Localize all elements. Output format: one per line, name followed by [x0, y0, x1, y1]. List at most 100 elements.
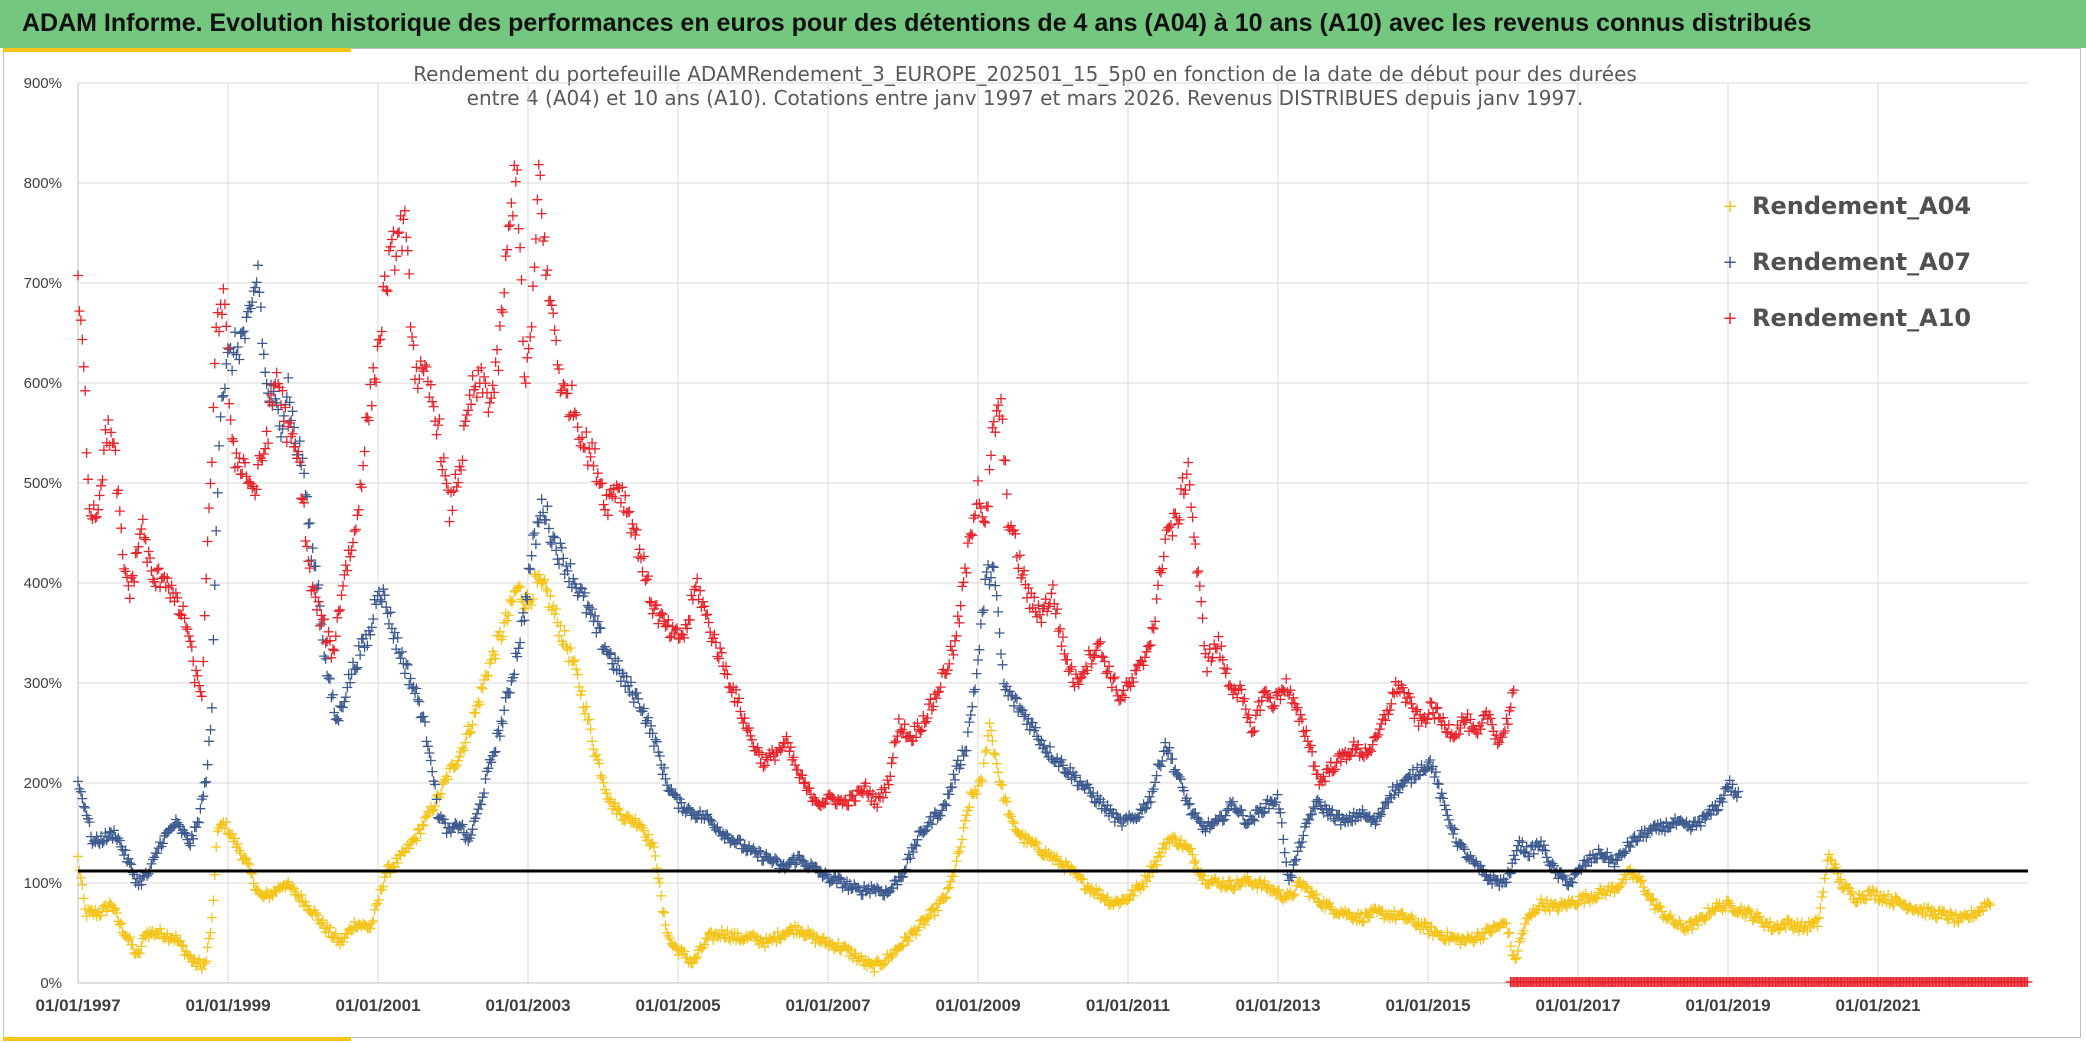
point-a10 [889, 737, 900, 748]
point-a04 [1259, 876, 1270, 887]
point-a04 [1983, 898, 1994, 909]
point-a10 [961, 567, 972, 578]
point-a10 [965, 528, 976, 539]
point-a07 [1428, 761, 1438, 772]
point-a04 [679, 946, 690, 957]
point-a10 [1465, 714, 1476, 725]
point-a04 [1550, 898, 1561, 909]
point-a10 [145, 553, 155, 564]
point-a07 [1422, 762, 1433, 773]
point-a10 [1373, 729, 1384, 740]
point-a04 [1006, 811, 1017, 822]
legend-item-a04[interactable]: + Rendement_A04 [1720, 178, 1971, 234]
y-tick-label: 800% [24, 175, 62, 192]
point-a04 [585, 724, 596, 735]
point-a10 [1432, 702, 1443, 713]
point-a07 [1249, 815, 1260, 826]
point-a07 [631, 688, 642, 698]
point-a10 [1426, 698, 1437, 708]
point-a10 [444, 516, 455, 527]
point-a10 [951, 630, 962, 641]
point-a10 [458, 420, 469, 431]
point-a10 [1104, 661, 1114, 672]
point-a10 [520, 378, 531, 389]
point-a07 [405, 673, 416, 684]
point-a07 [467, 824, 478, 835]
point-a10 [988, 416, 999, 427]
x-tick-label: 01/01/1997 [35, 996, 120, 1015]
point-a04 [1814, 912, 1824, 923]
point-a07 [457, 819, 468, 830]
point-a10 [244, 476, 255, 487]
point-a04 [349, 916, 360, 927]
point-a10 [137, 514, 148, 525]
point-a07 [705, 814, 716, 825]
point-a07 [284, 397, 295, 408]
point-a10 [500, 251, 511, 262]
point-a07 [1538, 840, 1549, 851]
point-a04 [1621, 874, 1631, 885]
point-a04 [958, 822, 969, 833]
point-a04 [588, 744, 599, 755]
point-a10 [647, 608, 658, 619]
point-a04 [768, 931, 779, 942]
point-a07 [332, 713, 343, 724]
point-a04 [206, 912, 217, 923]
point-a07 [958, 751, 969, 761]
point-a10 [1459, 717, 1470, 728]
x-tick-label: 01/01/2017 [1535, 996, 1620, 1015]
point-a10 [653, 618, 664, 629]
point-a10 [587, 437, 598, 448]
point-a04 [1418, 924, 1428, 935]
point-a04 [919, 919, 930, 930]
point-a04 [869, 966, 880, 977]
point-a10 [558, 378, 569, 389]
legend-item-a10[interactable]: + Rendement_A10 [1720, 290, 1971, 346]
point-a07 [74, 783, 85, 794]
point-a04 [302, 900, 312, 911]
point-a10 [179, 613, 190, 624]
point-a04 [418, 820, 429, 831]
point-a04 [114, 919, 125, 930]
point-a04 [898, 940, 909, 951]
point-a04 [175, 935, 186, 946]
point-a04 [134, 948, 145, 959]
point-a07 [1695, 820, 1706, 831]
point-a07 [987, 561, 998, 572]
point-a07 [379, 590, 390, 601]
point-a10 [206, 457, 217, 468]
point-a04 [914, 922, 924, 933]
point-a04 [654, 877, 665, 888]
point-a07 [568, 573, 579, 584]
point-a07 [1459, 844, 1470, 855]
point-a10 [980, 517, 991, 528]
point-a04 [1780, 922, 1791, 933]
point-a04 [515, 582, 526, 593]
point-a10 [1405, 692, 1415, 703]
point-a07 [179, 827, 190, 838]
point-a07 [1151, 770, 1162, 781]
point-a10 [533, 159, 544, 170]
point-a10 [1255, 705, 1266, 716]
point-a07 [937, 805, 947, 816]
point-a10 [957, 581, 968, 592]
point-a04 [338, 936, 348, 947]
point-a04 [1773, 925, 1784, 936]
point-a10 [1285, 685, 1296, 696]
point-a07 [676, 797, 687, 808]
point-a07 [418, 711, 429, 722]
point-a07 [392, 632, 403, 643]
point-a07 [421, 736, 432, 747]
point-a07 [1602, 847, 1613, 858]
point-a10 [1318, 771, 1329, 782]
point-a10 [624, 506, 635, 517]
point-a10 [113, 485, 124, 496]
legend-item-a07[interactable]: + Rendement_A07 [1720, 234, 1971, 290]
point-a04 [101, 906, 112, 917]
point-a07 [1397, 781, 1408, 791]
point-a04 [569, 655, 580, 666]
point-a04 [1681, 922, 1692, 933]
point-a10 [271, 367, 282, 378]
point-a07 [194, 817, 204, 828]
point-a07 [528, 530, 538, 541]
